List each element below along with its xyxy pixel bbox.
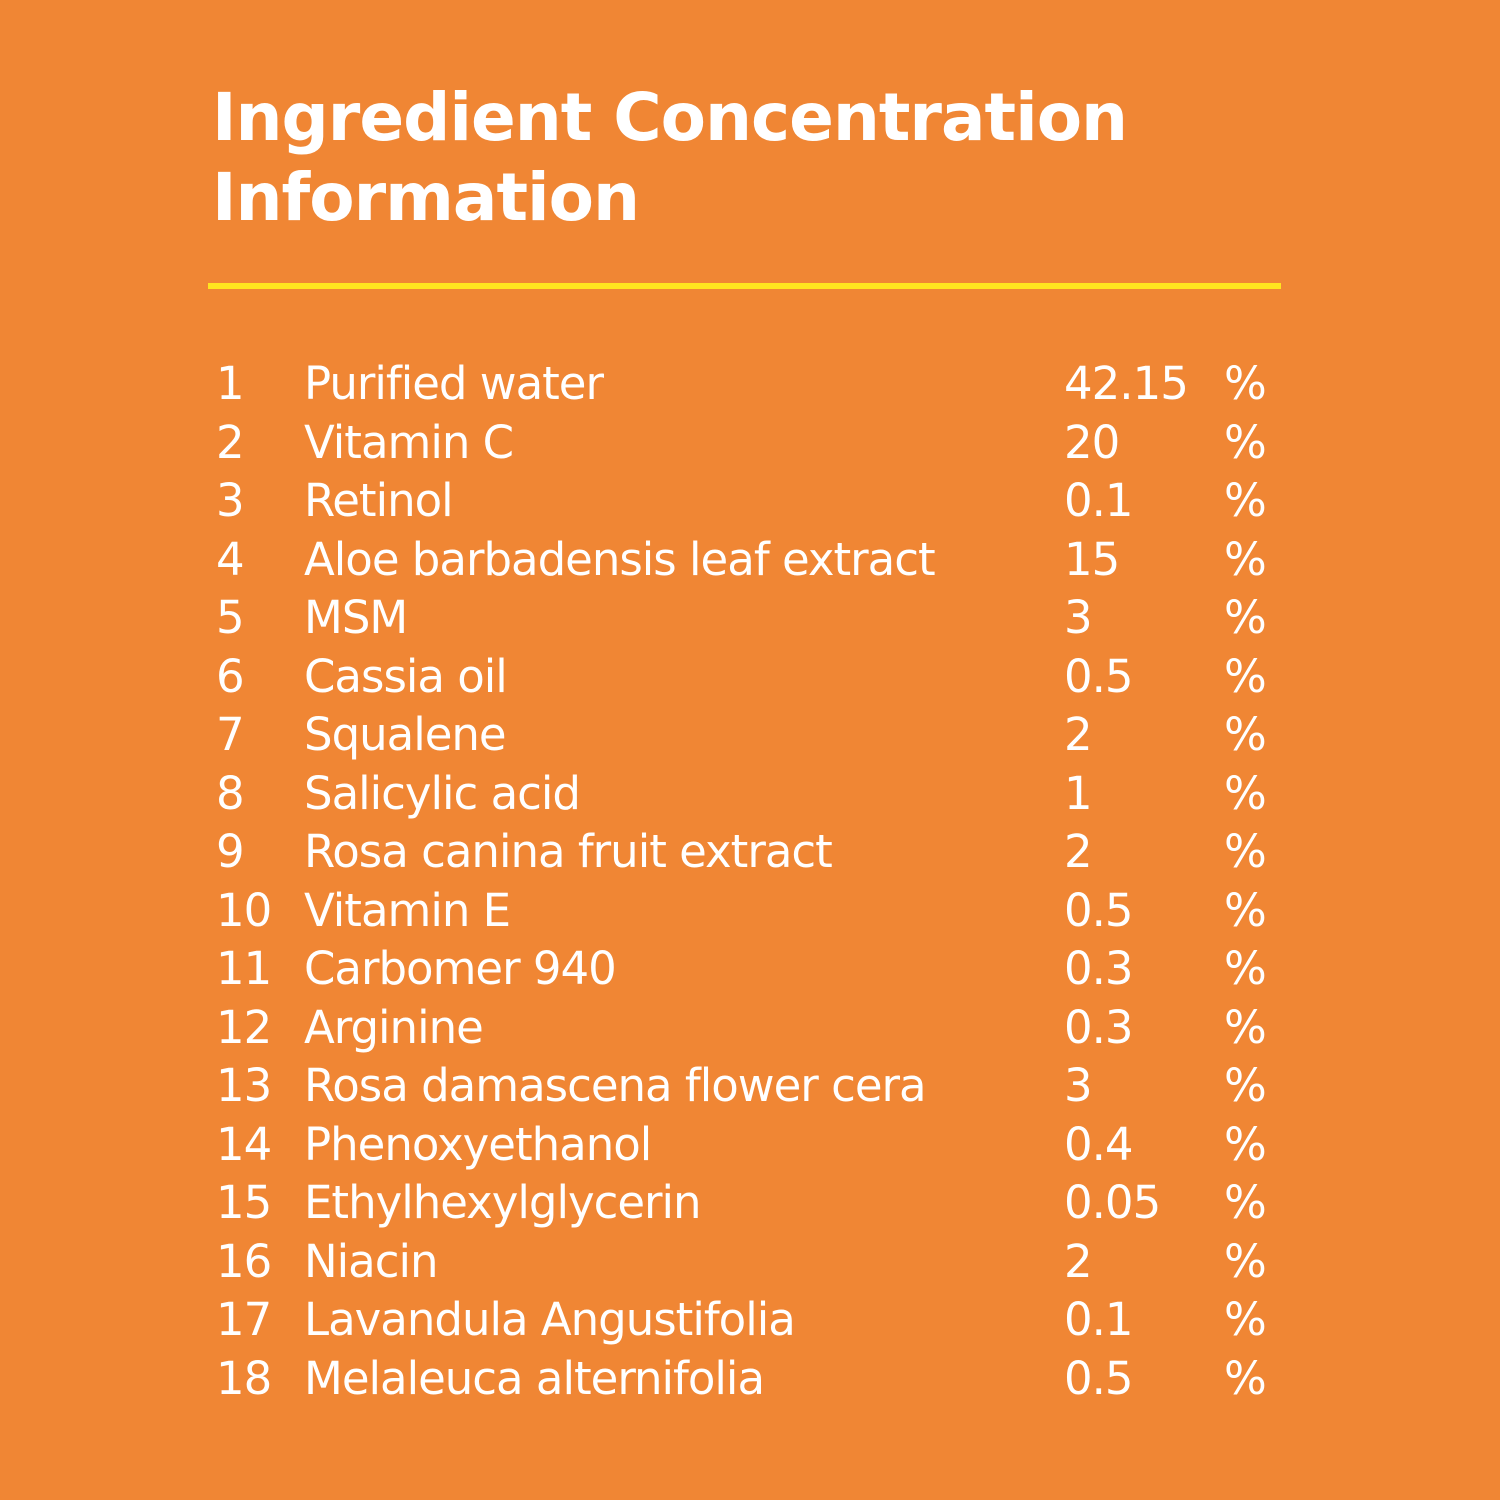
ingredient-row: 18 Melaleuca alternifolia 0.5 %: [214, 1350, 1284, 1409]
ingredient-row: 6 Cassia oil 0.5 %: [214, 648, 1284, 707]
title-divider: [208, 283, 1281, 289]
percent-unit: %: [1224, 1351, 1267, 1405]
ingredient-concentration: 0.5: [1064, 649, 1134, 703]
ingredient-row: 1 Purified water 42.15 %: [214, 355, 1284, 414]
ingredient-name: Cassia oil: [304, 649, 508, 703]
percent-unit: %: [1224, 1000, 1267, 1054]
ingredient-row: 15 Ethylhexylglycerin 0.05 %: [214, 1174, 1284, 1233]
ingredient-number: 16: [216, 1234, 272, 1288]
ingredient-name: Niacin: [304, 1234, 439, 1288]
percent-unit: %: [1224, 1059, 1267, 1112]
ingredient-concentration: 3: [1064, 591, 1093, 644]
ingredient-row: 2 Vitamin C 20 %: [214, 414, 1284, 473]
ingredient-concentration: 0.4: [1064, 1117, 1134, 1171]
ingredient-concentration: 0.5: [1064, 1351, 1134, 1405]
ingredient-name: Carbomer 940: [304, 942, 617, 995]
percent-unit: %: [1224, 1176, 1267, 1229]
ingredient-concentration: 20: [1064, 415, 1120, 469]
ingredient-name: Rosa canina fruit extract: [304, 825, 833, 878]
ingredient-row: 14 Phenoxyethanol 0.4 %: [214, 1116, 1284, 1175]
ingredient-concentration: 2: [1064, 708, 1093, 761]
ingredient-number: 8: [216, 766, 245, 820]
ingredient-row: 12 Arginine 0.3 %: [214, 999, 1284, 1058]
percent-unit: %: [1224, 708, 1267, 761]
ingredient-number: 6: [216, 649, 245, 703]
ingredient-row: 3 Retinol 0.1 %: [214, 472, 1284, 531]
ingredient-number: 1: [216, 357, 245, 410]
ingredient-number: 3: [216, 474, 245, 527]
percent-unit: %: [1224, 591, 1267, 644]
ingredient-number: 9: [216, 825, 245, 878]
percent-unit: %: [1224, 766, 1267, 820]
ingredient-number: 10: [216, 883, 272, 937]
percent-unit: %: [1224, 942, 1267, 995]
title-line-2: Information: [212, 159, 640, 236]
ingredient-row: 4 Aloe barbadensis leaf extract 15 %: [214, 531, 1284, 590]
ingredient-concentration: 3: [1064, 1059, 1093, 1112]
ingredient-name: Phenoxyethanol: [304, 1117, 652, 1171]
percent-unit: %: [1224, 883, 1267, 937]
ingredient-name: Lavandula Angustifolia: [304, 1293, 796, 1346]
percent-unit: %: [1224, 1117, 1267, 1171]
ingredient-name: Salicylic acid: [304, 766, 581, 820]
ingredient-number: 14: [216, 1117, 272, 1171]
ingredient-concentration: 0.3: [1064, 942, 1134, 995]
ingredient-number: 4: [216, 532, 245, 586]
ingredient-name: Arginine: [304, 1000, 484, 1054]
ingredient-name: Ethylhexylglycerin: [304, 1176, 702, 1229]
ingredient-row: 5 MSM 3 %: [214, 589, 1284, 648]
ingredient-row: 11 Carbomer 940 0.3 %: [214, 940, 1284, 999]
ingredient-row: 7 Squalene 2 %: [214, 706, 1284, 765]
percent-unit: %: [1224, 1293, 1267, 1346]
ingredient-name: MSM: [304, 591, 408, 644]
ingredient-concentration: 42.15: [1064, 357, 1189, 410]
ingredient-row: 8 Salicylic acid 1 %: [214, 765, 1284, 824]
percent-unit: %: [1224, 357, 1267, 410]
ingredient-name: Purified water: [304, 357, 604, 410]
ingredient-concentration: 0.1: [1064, 1293, 1134, 1346]
ingredient-list: 1 Purified water 42.15 % 2 Vitamin C 20 …: [214, 355, 1284, 1408]
percent-unit: %: [1224, 532, 1267, 586]
ingredient-number: 7: [216, 708, 245, 761]
ingredient-concentration: 2: [1064, 1234, 1093, 1288]
ingredient-concentration: 0.05: [1064, 1176, 1161, 1229]
ingredient-number: 13: [216, 1059, 272, 1112]
ingredient-number: 18: [216, 1351, 272, 1405]
ingredient-row: 16 Niacin 2 %: [214, 1233, 1284, 1292]
ingredient-name: Vitamin E: [304, 883, 511, 937]
ingredient-name: Squalene: [304, 708, 507, 761]
ingredient-name: Retinol: [304, 474, 454, 527]
ingredient-row: 13 Rosa damascena flower cera 3 %: [214, 1057, 1284, 1116]
ingredient-name: Aloe barbadensis leaf extract: [304, 532, 936, 586]
ingredient-row: 9 Rosa canina fruit extract 2 %: [214, 823, 1284, 882]
ingredient-number: 11: [216, 942, 272, 995]
ingredient-number: 5: [216, 591, 245, 644]
ingredient-name: Rosa damascena flower cera: [304, 1059, 927, 1112]
ingredient-row: 17 Lavandula Angustifolia 0.1 %: [214, 1291, 1284, 1350]
ingredient-concentration: 0.1: [1064, 474, 1134, 527]
percent-unit: %: [1224, 1234, 1267, 1288]
percent-unit: %: [1224, 825, 1267, 878]
ingredient-number: 2: [216, 415, 245, 469]
ingredient-row: 10 Vitamin E 0.5 %: [214, 882, 1284, 941]
ingredient-number: 17: [216, 1293, 272, 1346]
ingredient-number: 12: [216, 1000, 272, 1054]
percent-unit: %: [1224, 474, 1267, 527]
ingredient-number: 15: [216, 1176, 272, 1229]
title-line-1: Ingredient Concentration: [212, 79, 1128, 156]
ingredient-concentration: 15: [1064, 532, 1120, 586]
ingredient-concentration: 0.5: [1064, 883, 1134, 937]
page-title: Ingredient Concentration Information: [212, 78, 1212, 238]
percent-unit: %: [1224, 415, 1267, 469]
percent-unit: %: [1224, 649, 1267, 703]
ingredient-name: Melaleuca alternifolia: [304, 1351, 765, 1405]
ingredient-concentration: 2: [1064, 825, 1093, 878]
ingredient-concentration: 1: [1064, 766, 1093, 820]
ingredient-concentration: 0.3: [1064, 1000, 1134, 1054]
ingredient-name: Vitamin C: [304, 415, 514, 469]
